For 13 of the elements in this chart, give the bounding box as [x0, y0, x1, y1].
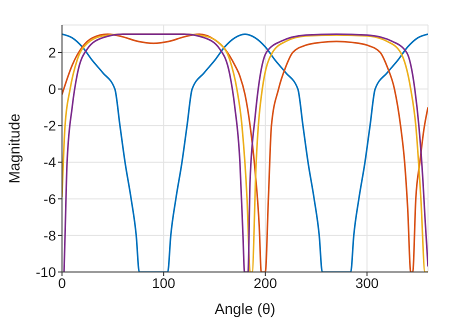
- y-tick-label: -8: [44, 227, 56, 244]
- x-axis-title: Angle (θ): [214, 301, 276, 318]
- x-tick-label: 0: [58, 274, 66, 291]
- y-tick-label: 0: [48, 81, 56, 98]
- x-tick-label: 100: [152, 274, 176, 291]
- x-tick-label: 300: [355, 274, 379, 291]
- x-tick-label: 200: [254, 274, 278, 291]
- y-tick-label: 2: [48, 44, 56, 60]
- y-tick-label: -4: [44, 154, 56, 170]
- y-tick-label: -10: [36, 264, 56, 280]
- y-axis-title: Magnitude: [6, 113, 24, 184]
- y-tick-label: -6: [44, 190, 56, 207]
- y-tick-label: -2: [44, 118, 56, 134]
